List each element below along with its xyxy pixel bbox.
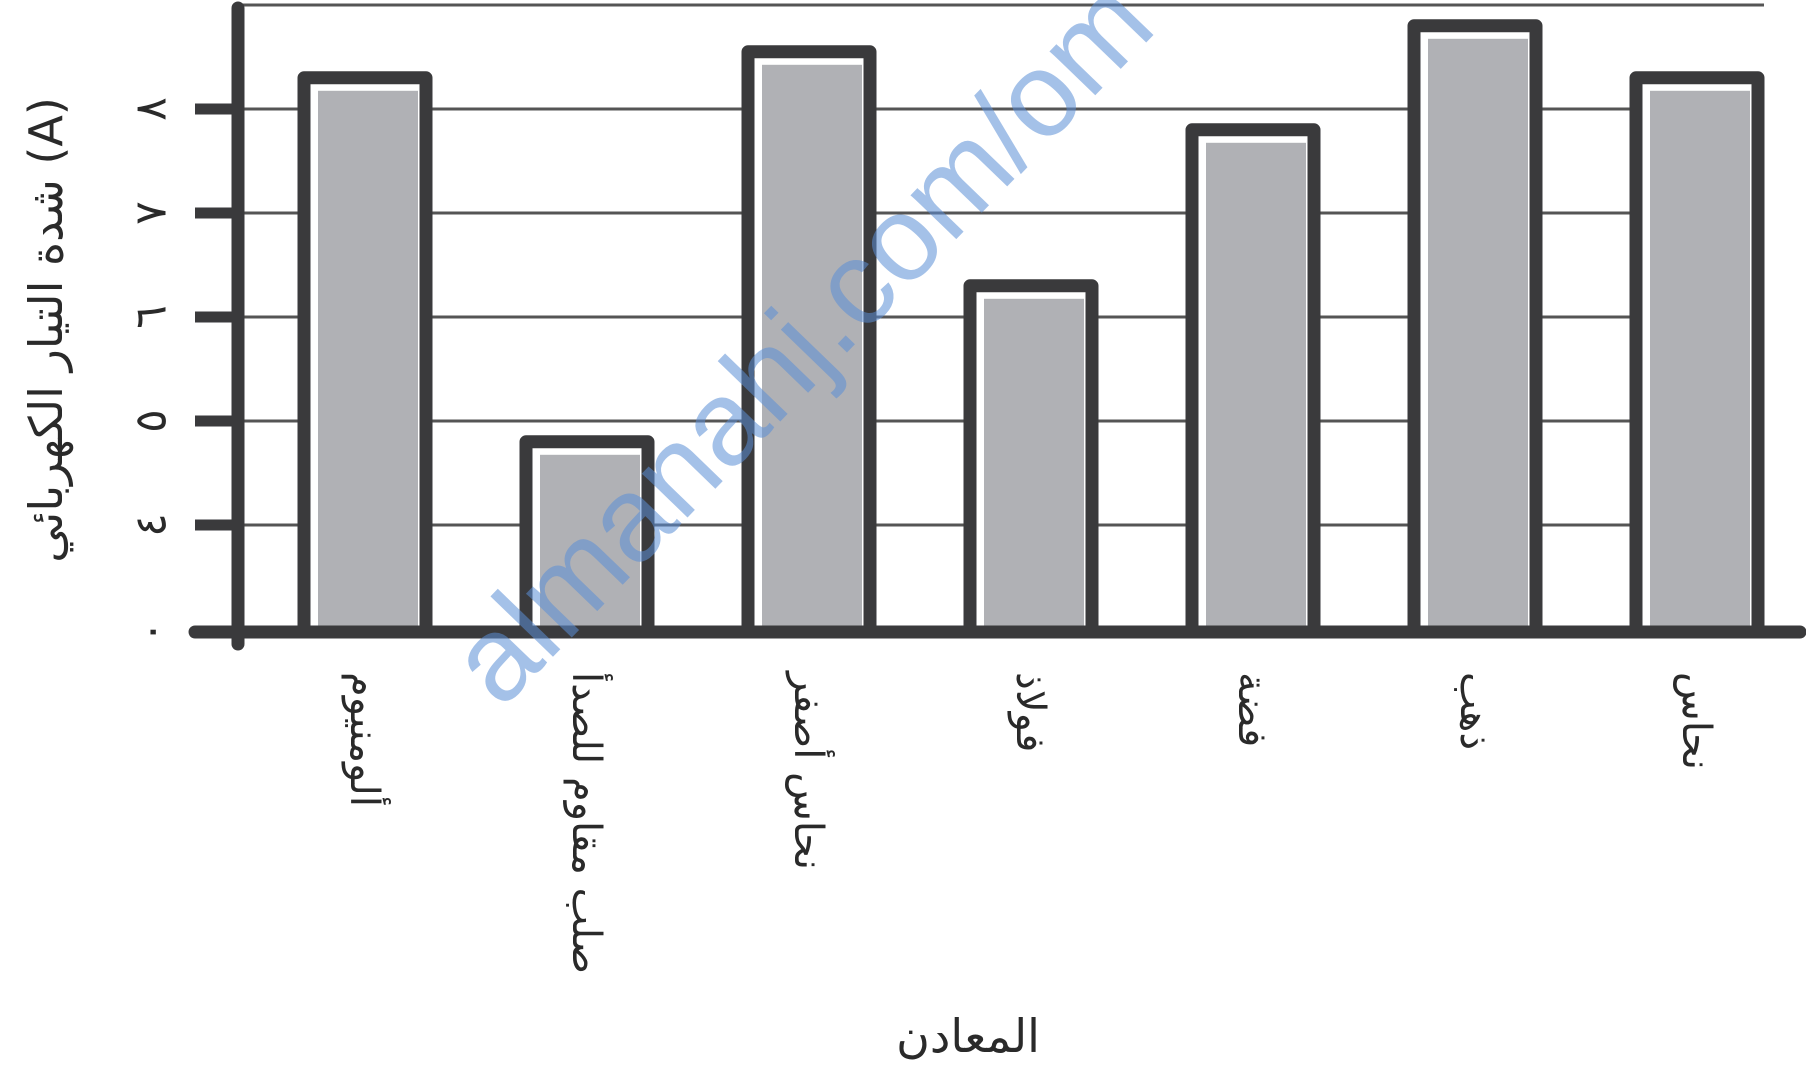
x-category-label: صلب مقاوم للصدأ — [563, 672, 613, 974]
y-axis-title: شدة التيار الكهربائي (A) — [19, 97, 74, 563]
x-category-label: فولاذ — [1007, 672, 1053, 752]
bar — [963, 279, 1099, 639]
y-tick-label: ٠ — [125, 620, 176, 644]
x-category-label: نحاس أصفر — [785, 670, 835, 870]
axes — [188, 1, 1806, 651]
bar-fill — [1428, 38, 1528, 633]
y-tick-label: ٤ — [125, 513, 176, 537]
x-category-label: فضة — [1229, 672, 1275, 747]
bar — [1185, 123, 1321, 639]
bar-fill — [1206, 142, 1306, 633]
x-category-label: ألومنيوم — [341, 672, 391, 807]
bar-fill — [1650, 90, 1750, 633]
x-axis-title: المعادن — [896, 1009, 1040, 1063]
bar-fill — [540, 454, 640, 632]
x-category-label: ذهب — [1451, 672, 1497, 750]
y-tick-label: ٧ — [125, 201, 176, 225]
bar-fill — [762, 64, 862, 633]
y-tick-labels: ٠ ٤ ٥ ٦ ٧ ٨ — [125, 97, 176, 644]
x-category-label: نحاس — [1673, 672, 1719, 770]
x-category-labels: ألومنيوم صلب مقاوم للصدأ نحاس أصفر فولاذ فضة… — [341, 670, 1719, 974]
y-tick-label: ٦ — [125, 305, 176, 329]
y-tick-label: ٥ — [125, 409, 176, 433]
bar — [741, 45, 877, 639]
y-tick-label: ٨ — [125, 97, 176, 121]
bars — [297, 19, 1765, 639]
bar-fill — [318, 90, 418, 633]
bar — [297, 71, 433, 639]
bar — [1629, 71, 1765, 639]
bar — [1407, 19, 1543, 639]
bar-fill — [984, 298, 1084, 632]
